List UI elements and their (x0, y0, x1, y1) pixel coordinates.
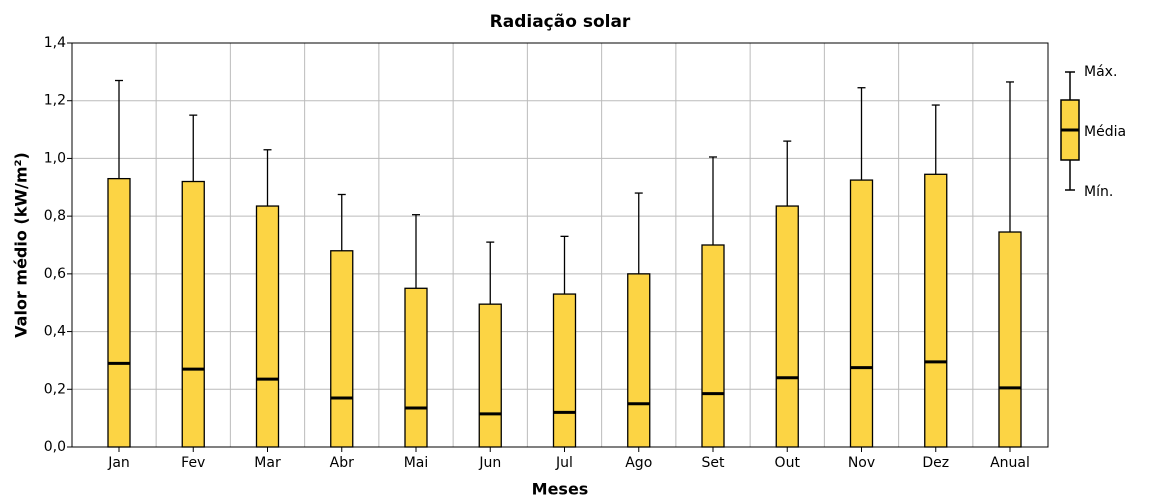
x-axis-label: Meses (532, 480, 589, 499)
y-tick-label: 0,6 (44, 266, 66, 282)
box (552, 293, 577, 448)
x-tick-label: Jul (555, 455, 573, 471)
box (775, 205, 799, 448)
x-tick-label: Mai (404, 455, 429, 471)
x-tick-label: Nov (848, 455, 875, 471)
box (701, 244, 725, 448)
x-tick-label: Abr (330, 455, 354, 471)
box (849, 179, 874, 448)
x-tick-label: Jun (478, 455, 501, 471)
chart-title: Radiação solar (490, 12, 631, 32)
x-tick-label: Ago (625, 455, 652, 471)
box (255, 205, 280, 448)
legend-label: Média (1084, 124, 1126, 140)
legend-label: Mín. (1084, 184, 1113, 200)
y-tick-label: 0,4 (44, 324, 66, 340)
y-tick-label: 1,0 (44, 150, 66, 166)
box (998, 231, 1022, 448)
legend: Máx. Média Mín. (1060, 64, 1126, 200)
box (478, 303, 502, 448)
x-tick-label: Mar (254, 455, 281, 471)
box (107, 177, 131, 448)
x-tick-label: Anual (990, 455, 1030, 471)
y-axis-label: Valor médio (kW/m²) (12, 152, 31, 338)
box (330, 250, 354, 448)
box (627, 273, 651, 448)
x-tick-label: Set (702, 455, 726, 471)
y-tick-label: 1,2 (44, 93, 66, 109)
x-tick-label: Fev (181, 455, 205, 471)
x-tick-label: Dez (922, 455, 949, 471)
box (404, 287, 428, 448)
y-tick-label: 0,0 (44, 439, 66, 455)
box (924, 173, 948, 448)
y-tick-label: 0,2 (44, 381, 66, 397)
x-tick-label: Jan (107, 455, 130, 471)
y-tick-label: 1,4 (44, 35, 66, 51)
y-tick-label: 0,8 (44, 208, 66, 224)
legend-label: Máx. (1084, 64, 1117, 80)
x-tick-label: Out (775, 455, 801, 471)
box (181, 180, 205, 448)
